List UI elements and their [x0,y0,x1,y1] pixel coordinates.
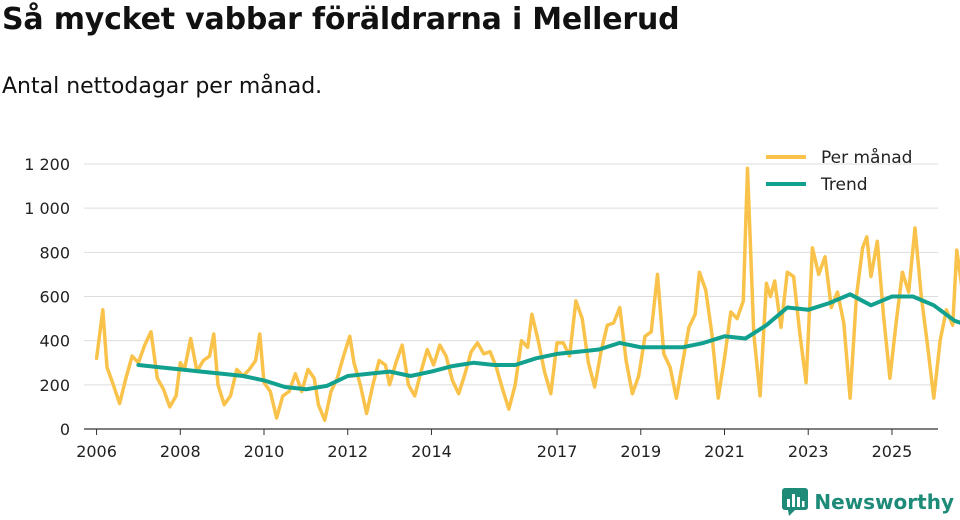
chart-subtitle: Antal nettodagar per månad. [2,74,323,99]
x-tick-label: 2014 [411,442,452,461]
y-tick-label: 400 [39,332,70,351]
x-tick-label: 2010 [244,442,285,461]
brand-name: Newsworthy [814,490,954,514]
legend-label: Trend [820,175,868,195]
y-tick-label: 1 000 [24,199,70,218]
x-tick-label: 2025 [872,442,913,461]
y-tick-label: 600 [39,288,70,307]
x-tick-label: 2017 [537,442,578,461]
x-tick-label: 2023 [788,442,829,461]
series-line-trend [136,292,960,392]
bar-chart-logo-icon [782,488,809,516]
x-tick-label: 2012 [327,442,368,461]
legend-label: Per månad [821,147,912,168]
x-tick-label: 2021 [704,442,745,461]
y-tick-label: 200 [39,376,70,395]
y-tick-label: 800 [39,243,70,262]
x-tick-label: 2006 [76,442,117,461]
brand-logo: Newsworthy [782,488,954,516]
line-chart: 0 200 400 600 800 1 000 1 200 2006 2008 2010 2012 2… [24,147,960,461]
chart-title: Så mycket vabbar föräldrarna i Mellerud [2,2,680,37]
x-tick-label: 2019 [620,442,661,461]
y-tick-label: 1 200 [24,155,70,174]
series-line-per-manad [94,166,960,422]
y-tick-label: 0 [60,420,70,439]
x-tick-label: 2008 [160,442,201,461]
